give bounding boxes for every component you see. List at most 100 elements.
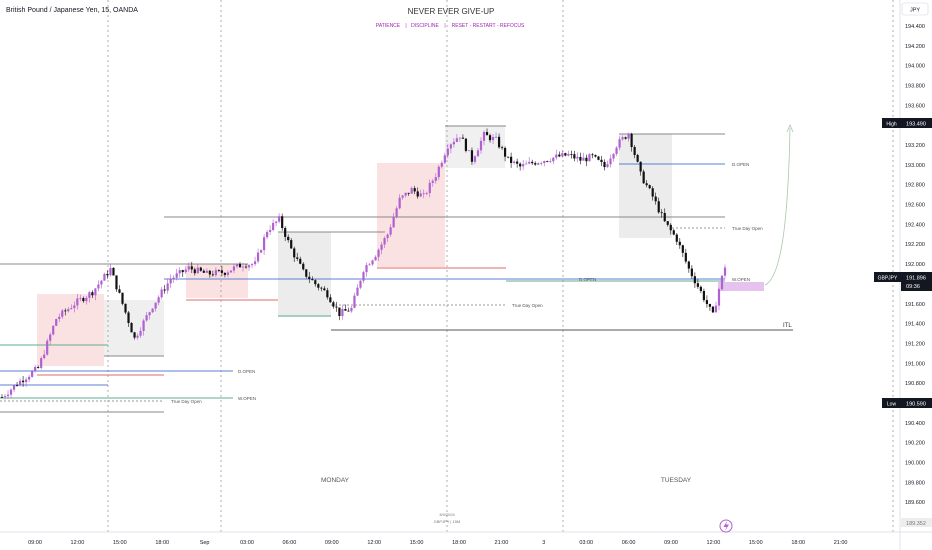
candle-bear <box>630 133 633 148</box>
candle-bear <box>470 150 474 162</box>
candle-bull <box>166 283 169 291</box>
y-tick-label: 191.200 <box>905 341 925 347</box>
candle-bull <box>9 389 13 395</box>
x-tick-label: 09:00 <box>28 540 42 546</box>
y-tick-label: 190.400 <box>905 421 925 427</box>
x-tick-label: 03:00 <box>240 540 254 546</box>
candle-bull <box>458 137 461 139</box>
pink-zone-3 <box>377 163 445 267</box>
candle-bear <box>305 269 308 277</box>
candle-bear <box>666 221 669 225</box>
candle-bull <box>136 335 139 338</box>
motto-patience: PATIENCE <box>376 23 401 29</box>
monday-label: MONDAY <box>321 477 350 484</box>
y-tick-label: 192.000 <box>905 262 925 268</box>
x-tick-label: 09:00 <box>664 540 678 546</box>
candle-bull <box>88 292 91 298</box>
low-value-badge <box>901 398 932 408</box>
y-tick-label: 189.600 <box>905 500 925 506</box>
candle-bull <box>621 137 624 140</box>
candle-bear <box>645 183 648 186</box>
candle-bear <box>669 224 672 231</box>
candle-bull <box>76 298 79 306</box>
candle-bull <box>139 330 142 336</box>
candle-bull <box>404 192 407 196</box>
candle-bull <box>100 280 103 285</box>
candle-bull <box>214 270 217 276</box>
candle-bull <box>169 279 172 284</box>
currency-badge[interactable] <box>901 2 929 16</box>
candle-bull <box>262 237 266 251</box>
candle-bear <box>323 288 326 291</box>
y-tick-label: 190.000 <box>905 460 925 466</box>
candle-bull <box>151 308 154 313</box>
candle-bull <box>525 163 528 165</box>
candle-bear <box>106 273 109 276</box>
candle-bull <box>513 161 516 163</box>
candle-bear <box>633 147 636 155</box>
candle-bull <box>256 252 260 262</box>
candle-bull <box>552 157 555 162</box>
candle-bear <box>130 322 133 333</box>
candle-bull <box>395 208 398 218</box>
y-tick-label: 192.400 <box>905 222 925 228</box>
candle-bull <box>576 156 579 159</box>
grey-zone-4 <box>619 134 672 238</box>
candle-bull <box>55 318 58 326</box>
candle-bull <box>615 147 618 154</box>
y-tick-label: 191.000 <box>905 361 925 367</box>
candle-bear <box>503 147 507 157</box>
lightning-icon[interactable] <box>719 519 733 533</box>
candle-bear <box>573 154 576 159</box>
candle-bear <box>642 171 645 184</box>
last-symbol-tag <box>874 272 901 282</box>
candle-bear <box>335 306 338 308</box>
levels <box>0 125 793 413</box>
candle-bull <box>253 261 257 265</box>
candle-bull <box>359 280 362 288</box>
candle-bull <box>618 139 621 148</box>
candle-bull <box>522 164 525 167</box>
candle-bull <box>28 376 31 380</box>
candle-bull <box>588 154 591 162</box>
pink-zone-2 <box>186 264 248 298</box>
candle-bull <box>3 396 7 398</box>
grey-zone-1 <box>104 300 164 356</box>
candle-bear <box>597 156 600 160</box>
candle-bull <box>184 269 187 273</box>
candle-bull <box>187 266 190 270</box>
candle-bull <box>398 197 401 209</box>
candle-bear <box>639 161 642 172</box>
itl-label: ITL <box>783 323 792 329</box>
x-tick-label: 12:00 <box>707 540 721 546</box>
candle-bull <box>389 227 392 235</box>
candle-bull <box>205 270 208 273</box>
y-tick-label: 194.400 <box>905 24 925 30</box>
candle-bull <box>723 267 727 276</box>
candle-bull <box>434 177 437 181</box>
x-tick-label: 06:00 <box>283 540 297 546</box>
true-day-open-label-tue: True Day Open <box>732 226 763 231</box>
candle-bull <box>25 379 28 383</box>
candle-bull <box>353 295 356 308</box>
y-tick-label: 191.400 <box>905 322 925 328</box>
x-tick-label: 21:00 <box>495 540 509 546</box>
zones-layer <box>37 126 764 366</box>
x-tick-label: 15:00 <box>113 540 127 546</box>
candle-bull <box>79 298 82 299</box>
candle-bear <box>0 397 4 398</box>
y-tick-label: 193.600 <box>905 103 925 109</box>
low-value: 190.590 <box>906 402 926 408</box>
candle-bull <box>275 221 278 223</box>
candle-bear <box>202 270 205 273</box>
motto: PATIENCE | DISCIPLINE | RESET - RESTART … <box>376 23 525 29</box>
candle-bull <box>109 267 112 276</box>
candle-bear <box>507 156 510 158</box>
candle-bear <box>311 279 314 281</box>
candle-bull <box>561 153 564 157</box>
candle-bear <box>211 274 214 276</box>
projection-arrow-icon <box>786 123 794 133</box>
candle-bull <box>431 180 434 183</box>
x-tick-label: 3 <box>542 540 545 546</box>
